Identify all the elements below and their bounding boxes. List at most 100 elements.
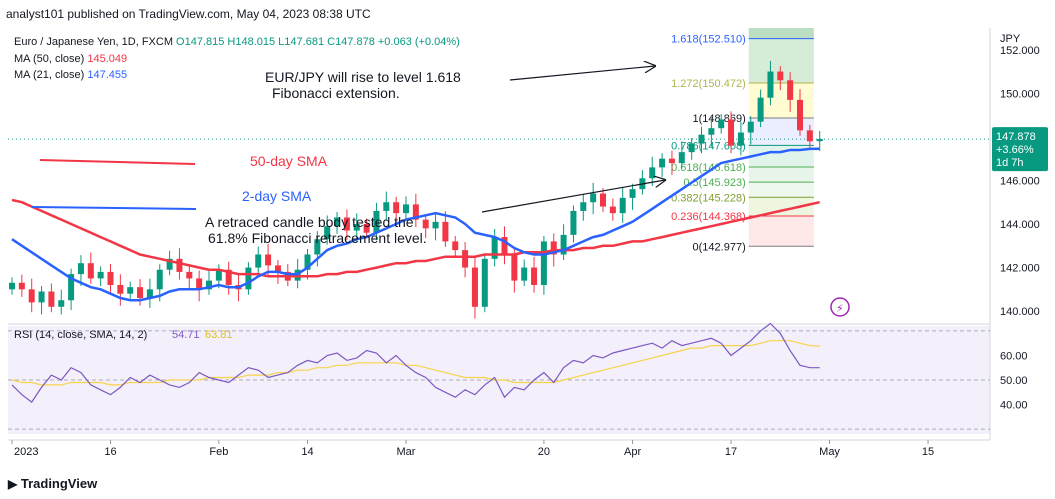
- ma50-series-line: [11, 198, 820, 278]
- candle-body: [678, 152, 685, 164]
- candle-body: [107, 271, 114, 285]
- price-box-change: +3.66%: [996, 144, 1034, 156]
- candle-body: [383, 202, 390, 211]
- candle-body: [471, 267, 478, 307]
- candle-body: [511, 254, 518, 281]
- candle-body: [58, 300, 65, 307]
- candle-body: [176, 258, 183, 272]
- candle-body: [196, 278, 203, 290]
- time-tick-label: 17: [725, 446, 737, 458]
- candle-body: [28, 289, 35, 303]
- time-tick-label: May: [819, 446, 840, 458]
- candle-body: [146, 289, 153, 299]
- publish-header: analyst101 published on TradingView.com,…: [6, 7, 371, 21]
- candle-body: [324, 226, 331, 240]
- tv-brand-text: TradingView: [20, 476, 98, 491]
- rsi-label: RSI (14, close, SMA, 14, 2): [14, 329, 147, 341]
- candle-body: [806, 130, 813, 142]
- candle-body: [540, 241, 547, 285]
- rsi-tick-label: 60.00: [1000, 350, 1028, 362]
- ma21-legend: MA (21, close) 147.455: [14, 69, 127, 81]
- candle-body: [403, 204, 409, 214]
- price-tick-label: 144.000: [1000, 219, 1040, 231]
- annotation-retrace-2: 61.8% Fibonacci retracement level.: [208, 230, 427, 246]
- candle-body: [600, 193, 606, 207]
- fib-level-label: 0.786(147.608): [671, 140, 746, 152]
- candle-body: [550, 241, 557, 255]
- candle-body: [353, 224, 360, 231]
- rsi-ma-series-line: [11, 340, 820, 386]
- price-tick-label: 150.000: [1000, 88, 1040, 100]
- fib-zone: [748, 182, 814, 198]
- rsi-ma-value: 63.81: [205, 329, 233, 341]
- candle-body: [442, 221, 449, 242]
- candle-body: [186, 271, 193, 279]
- candle-body: [274, 265, 281, 272]
- rsi-value: 54.71: [172, 329, 200, 341]
- candle-body: [560, 234, 567, 255]
- price-box: [992, 127, 1048, 172]
- candle-body: [668, 158, 675, 164]
- time-tick-label: Feb: [209, 446, 228, 458]
- candle-body: [304, 254, 311, 270]
- arrow-to-extension: [509, 66, 655, 81]
- candle-body: [590, 193, 597, 203]
- candle-body: [117, 284, 124, 294]
- candle-body: [77, 263, 84, 275]
- candle-body: [777, 71, 784, 81]
- sma21-legend-line: [31, 206, 197, 210]
- candle-body: [265, 254, 272, 266]
- ma50-legend: MA (50, close) 145.049: [14, 53, 127, 65]
- ma21-series-line: [11, 147, 820, 302]
- tradingview-logo[interactable]: ▶ TradingView: [8, 476, 97, 491]
- lightning-glyph: ⚡: [836, 302, 844, 315]
- fib-zone: [748, 215, 814, 247]
- rsi-tick-label: 50.00: [1000, 375, 1028, 387]
- candle-body: [87, 263, 94, 279]
- fib-level-label: 0.618(146.618): [671, 162, 746, 174]
- price-tick-label: 140.000: [1000, 306, 1040, 318]
- ma50-value: 145.049: [87, 53, 128, 65]
- candle-body: [462, 250, 469, 268]
- candle-body: [255, 254, 262, 268]
- candle-body: [767, 71, 774, 98]
- candle-body: [166, 258, 173, 270]
- candle-body: [481, 258, 488, 307]
- sma21-annotation: 2-day SMA: [242, 188, 312, 204]
- currency-label: JPY: [1000, 33, 1021, 45]
- candle-body: [747, 121, 754, 133]
- fib-zone: [748, 197, 814, 216]
- candle-body: [580, 202, 587, 211]
- fib-level-label: 1.618(152.510): [671, 34, 746, 46]
- time-tick-label: 14: [301, 446, 313, 458]
- sma50-annotation: 50-day SMA: [250, 153, 328, 169]
- arrow-to-retracement: [481, 180, 665, 213]
- candle-body: [708, 128, 715, 135]
- candle-body: [816, 139, 823, 142]
- symbol-legend: Euro / Japanese Yen, 1D, FXCM O147.815 H…: [14, 36, 460, 48]
- candle-body: [688, 143, 695, 153]
- time-tick-label: 2023: [14, 446, 38, 458]
- candle-body: [48, 291, 55, 307]
- candle-body: [649, 167, 656, 179]
- fib-level-label: 0(142.977): [693, 241, 746, 253]
- candle-body: [215, 269, 222, 281]
- candle-body: [334, 217, 341, 227]
- candle-body: [619, 197, 626, 214]
- rsi-tick-label: 40.00: [1000, 400, 1028, 412]
- fib-level-label: 0.382(145.228): [671, 192, 746, 204]
- price-box-countdown: 1d 7h: [996, 157, 1024, 169]
- fib-level-label: 0.5(145.923): [683, 177, 745, 189]
- time-tick-label: Apr: [624, 446, 641, 458]
- candle-body: [718, 119, 725, 129]
- candle-body: [373, 210, 380, 233]
- candle-body: [38, 291, 45, 303]
- candle-body: [393, 202, 400, 214]
- candle-body: [127, 287, 134, 294]
- candle-body: [363, 224, 370, 233]
- candle-body: [491, 237, 498, 259]
- candle-body: [570, 210, 577, 235]
- candle-body: [531, 267, 538, 285]
- annotation-extension-2: Fibonacci extension.: [272, 85, 400, 101]
